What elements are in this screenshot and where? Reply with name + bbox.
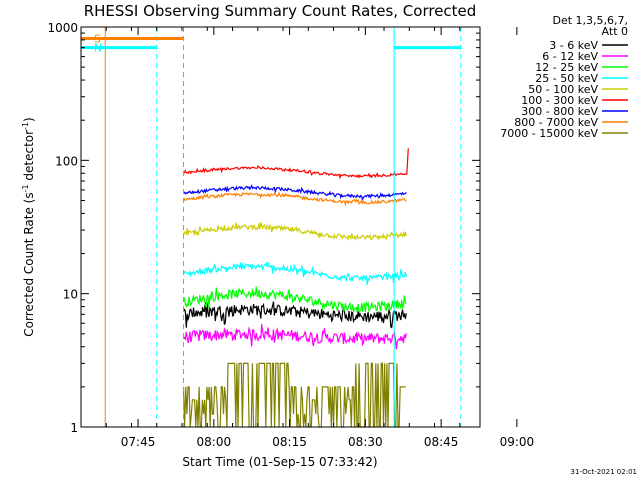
y-tick-label: 10 (63, 288, 78, 302)
legend-entry-label: 12 - 25 keV (535, 61, 598, 74)
series-line (183, 184, 407, 201)
x-tick-label: 09:00 (500, 435, 535, 449)
series-line (183, 286, 407, 314)
legend-entry-label: 25 - 50 keV (535, 72, 598, 85)
legend-header-line: Det 1,3,5,6,7, (552, 14, 628, 27)
y-axis-label-sup2: -1 (21, 122, 30, 130)
legend-entry-label: 6 - 12 keV (542, 50, 598, 63)
plot-area: SN 1 10 100 1000 07:45 08:00 08:15 08:30 08:45 09… (47, 21, 534, 449)
y-axis-label-mid: detector (22, 130, 36, 185)
y-tick-label: 100 (55, 154, 78, 168)
axis-layer: 1 10 100 1000 07:45 08:00 08:15 08:30 08:45 09:00 (47, 21, 534, 449)
legend-entry-label: 100 - 300 keV (521, 94, 598, 107)
legend-entry-label: 800 - 7000 keV (514, 116, 598, 129)
series-line (182, 222, 407, 241)
series-line (182, 261, 407, 285)
footer-date: 31-Oct-2021 02:01 (571, 468, 637, 476)
plot-frame (80, 26, 481, 428)
x-axis-label: Start Time (01-Sep-15 07:33:42) (182, 455, 377, 469)
series-line (182, 362, 406, 428)
y-axis-label-main: Corrected Count Rate (s (22, 192, 36, 336)
series-line (183, 165, 407, 180)
marker-layer: SN (81, 27, 462, 427)
x-tick-label: 08:00 (197, 435, 232, 449)
x-tick-label: 08:15 (272, 435, 307, 449)
y-axis-label-end: ) (22, 117, 36, 122)
y-tick-label: 1 (70, 421, 78, 435)
series-layer (182, 148, 409, 428)
flag-label: S (94, 32, 101, 45)
legend-entry-label: 3 - 6 keV (549, 39, 598, 52)
legend-entry-label: 50 - 100 keV (528, 83, 598, 96)
y-axis-label: Corrected Count Rate (s-1 detector-1) (21, 117, 36, 336)
x-tick-label: 07:45 (121, 435, 156, 449)
legend-entry-label: 7000 - 15000 keV (500, 127, 598, 140)
legend-header-line: Att 0 (602, 25, 628, 38)
legend-entry-label: 300 - 800 keV (521, 105, 598, 118)
x-tick-label: 08:45 (424, 435, 459, 449)
flag-label: N (94, 42, 102, 55)
series-line (182, 301, 407, 329)
series-spike (406, 148, 409, 175)
y-tick-label: 1000 (47, 21, 78, 35)
chart-title: RHESSI Observing Summary Count Rates, Co… (84, 2, 477, 20)
x-tick-label: 08:30 (348, 435, 383, 449)
series-line (182, 191, 407, 207)
series-line (183, 324, 407, 350)
y-axis-label-sup1: -1 (21, 184, 30, 192)
